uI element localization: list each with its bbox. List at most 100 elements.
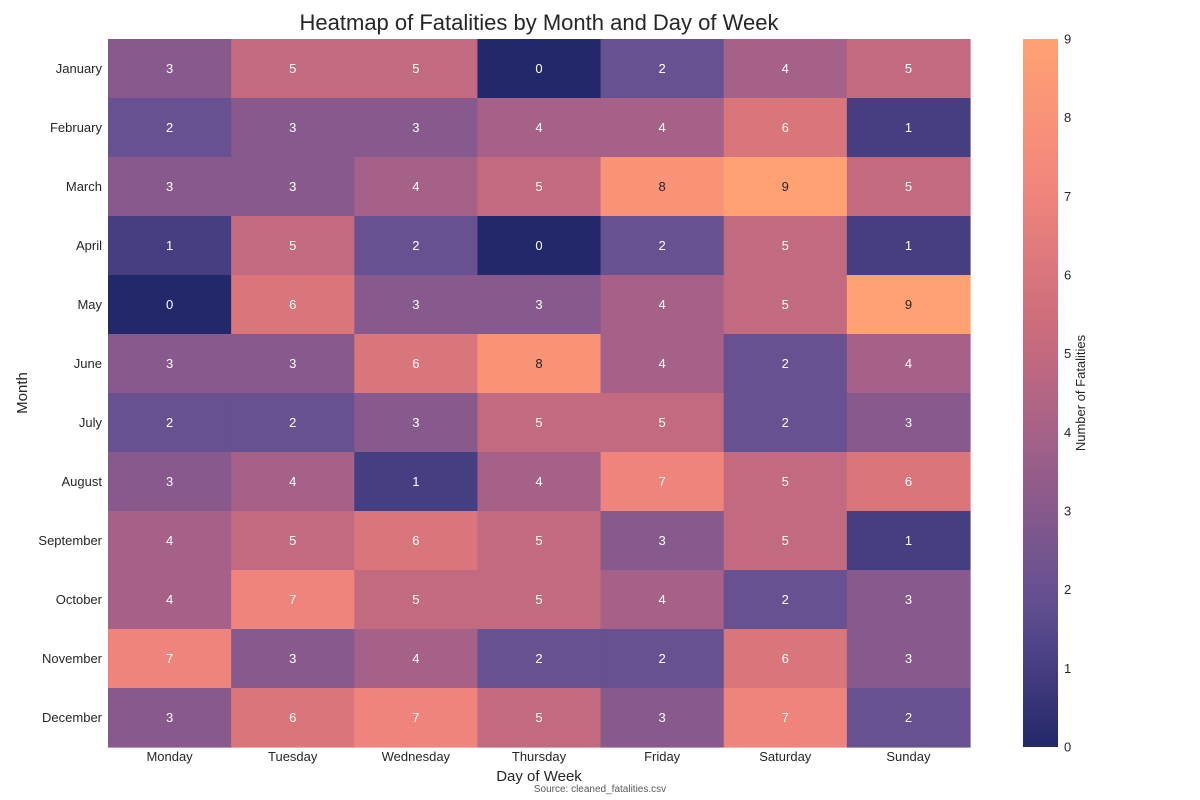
heatmap-cell xyxy=(723,216,848,276)
heatmap-cell-label: 2 xyxy=(782,415,789,430)
heatmap-cell-label: 7 xyxy=(166,651,173,666)
heatmap-cell-label: 7 xyxy=(412,710,419,725)
heatmap-cell-label: 5 xyxy=(289,61,296,76)
heatmap-cell xyxy=(846,39,971,99)
heatmap-cell-label: 2 xyxy=(659,238,666,253)
heatmap-cell-label: 3 xyxy=(289,179,296,194)
heatmap-cell xyxy=(846,452,971,512)
heatmap-cell-label: 1 xyxy=(412,474,419,489)
heatmap-cell-label: 9 xyxy=(905,297,912,312)
colorbar-tick-label: 2 xyxy=(1064,582,1071,597)
chart-title: Heatmap of Fatalities by Month and Day o… xyxy=(300,10,780,35)
heatmap-cell xyxy=(723,570,848,630)
heatmap-cell-label: 4 xyxy=(659,297,666,312)
y-tick-label: March xyxy=(66,179,102,194)
heatmap-cell xyxy=(231,570,355,630)
heatmap-cell-label: 3 xyxy=(412,297,419,312)
heatmap-cell xyxy=(846,393,971,453)
heatmap-cell xyxy=(354,157,479,217)
heatmap-cell xyxy=(477,629,602,689)
heatmap-cell-label: 3 xyxy=(166,474,173,489)
heatmap-cell xyxy=(108,688,232,748)
heatmap-cell-label: 4 xyxy=(659,356,666,371)
heatmap-cell-label: 9 xyxy=(782,179,789,194)
heatmap-cell xyxy=(231,334,355,394)
heatmap-cell-label: 5 xyxy=(535,415,542,430)
heatmap-cell xyxy=(108,275,232,335)
heatmap-cell xyxy=(846,216,971,276)
heatmap-cell-label: 3 xyxy=(659,533,666,548)
heatmap-cell-label: 6 xyxy=(782,120,789,135)
heatmap-cell xyxy=(477,157,602,217)
heatmap-cell xyxy=(231,629,355,689)
heatmap-cell xyxy=(354,570,479,630)
y-tick-label: December xyxy=(42,710,103,725)
heatmap-cell-label: 1 xyxy=(905,533,912,548)
heatmap-cell xyxy=(477,39,602,99)
heatmap-cell xyxy=(108,334,232,394)
y-axis-ticks: January February March April May June July Augu… xyxy=(38,61,102,725)
heatmap-cell xyxy=(354,629,479,689)
x-tick-label: Monday xyxy=(146,749,193,764)
heatmap-cell-label: 2 xyxy=(659,651,666,666)
heatmap-cell xyxy=(477,275,602,335)
heatmap-cell-label: 1 xyxy=(166,238,173,253)
heatmap-cell xyxy=(108,216,232,276)
heatmap-cell-label: 5 xyxy=(782,533,789,548)
heatmap-cell xyxy=(354,39,479,99)
heatmap-cell xyxy=(600,570,725,630)
heatmap-cell-label: 4 xyxy=(289,474,296,489)
heatmap-cell-label: 5 xyxy=(412,61,419,76)
heatmap-cell xyxy=(477,688,602,748)
heatmap-cell xyxy=(108,452,232,512)
heatmap-cell xyxy=(477,216,602,276)
heatmap-cell-label: 4 xyxy=(166,533,173,548)
heatmap-cell-label: 8 xyxy=(535,356,542,371)
heatmap-cell xyxy=(723,98,848,158)
colorbar-tick-label: 0 xyxy=(1064,740,1071,755)
heatmap-cell-label: 6 xyxy=(412,533,419,548)
heatmap-cell-label: 7 xyxy=(289,592,296,607)
heatmap-cell-label: 3 xyxy=(905,651,912,666)
heatmap-cell xyxy=(477,98,602,158)
heatmap-cell-label: 8 xyxy=(659,179,666,194)
heatmap-cell xyxy=(846,570,971,630)
heatmap-cell-label: 3 xyxy=(166,710,173,725)
heatmap-cell xyxy=(231,511,355,571)
heatmap-cell xyxy=(108,393,232,453)
heatmap-cell-label: 5 xyxy=(782,474,789,489)
heatmap-cell-label: 5 xyxy=(412,592,419,607)
heatmap-cell-label: 5 xyxy=(535,533,542,548)
heatmap-cell-label: 4 xyxy=(782,61,789,76)
colorbar xyxy=(1023,39,1058,747)
heatmap-cell-label: 3 xyxy=(166,61,173,76)
heatmap-cell xyxy=(231,216,355,276)
heatmap-cell-label: 2 xyxy=(289,415,296,430)
heatmap-cell xyxy=(600,157,725,217)
heatmap-cell xyxy=(108,157,232,217)
heatmap-cell xyxy=(354,452,479,512)
heatmap-cell-label: 3 xyxy=(659,710,666,725)
heatmap-cell xyxy=(600,39,725,99)
heatmap-cell xyxy=(354,216,479,276)
colorbar-tick-label: 5 xyxy=(1064,346,1071,361)
y-tick-label: July xyxy=(79,415,103,430)
y-tick-label: February xyxy=(50,120,103,135)
heatmap-cell xyxy=(846,334,971,394)
heatmap-cell xyxy=(600,511,725,571)
heatmap-cell xyxy=(231,98,355,158)
heatmap-cell-label: 5 xyxy=(535,179,542,194)
x-tick-label: Saturday xyxy=(759,749,812,764)
y-tick-label: June xyxy=(74,356,102,371)
heatmap-cell-label: 2 xyxy=(166,120,173,135)
heatmap-cell xyxy=(600,393,725,453)
heatmap-cell-label: 7 xyxy=(659,474,666,489)
heatmap-cell xyxy=(600,334,725,394)
heatmap-cell xyxy=(354,511,479,571)
heatmap-cell-label: 2 xyxy=(782,592,789,607)
colorbar-label: Number of Fatalities xyxy=(1073,334,1088,451)
heatmap-cell xyxy=(846,511,971,571)
y-tick-label: May xyxy=(77,297,102,312)
heatmap-cell-label: 6 xyxy=(289,710,296,725)
